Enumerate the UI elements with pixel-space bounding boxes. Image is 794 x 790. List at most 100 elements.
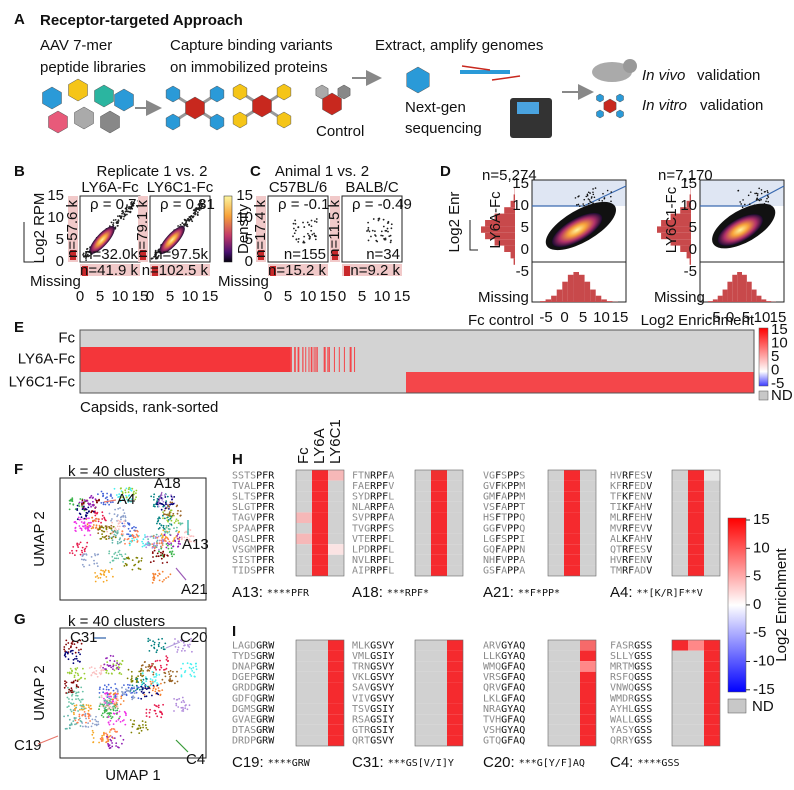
umap-point bbox=[65, 644, 67, 646]
point bbox=[367, 227, 369, 229]
umap-point bbox=[108, 708, 110, 710]
umap-point bbox=[181, 674, 183, 676]
umap-point bbox=[99, 696, 101, 698]
umap-point bbox=[153, 542, 155, 544]
point bbox=[575, 197, 577, 199]
heatmap-cell bbox=[580, 640, 596, 651]
umap-point bbox=[120, 703, 122, 705]
point bbox=[151, 257, 153, 259]
heatmap-cell bbox=[296, 523, 312, 534]
heatmap-cell bbox=[296, 725, 312, 736]
heatmap-cell bbox=[431, 725, 447, 736]
umap-point bbox=[100, 573, 102, 575]
umap-point bbox=[105, 576, 107, 578]
umap-point bbox=[124, 515, 126, 517]
heatmap-cell bbox=[580, 544, 596, 555]
heatmap-cell bbox=[312, 725, 328, 736]
point bbox=[588, 203, 590, 205]
point bbox=[737, 190, 739, 192]
umap-point bbox=[123, 684, 125, 686]
umap-point bbox=[168, 506, 170, 508]
heatmap-cell bbox=[688, 651, 704, 662]
umap-point bbox=[109, 712, 111, 714]
umap-point bbox=[78, 652, 80, 654]
umap-point bbox=[98, 723, 100, 725]
umap-point bbox=[122, 561, 124, 563]
umap-point bbox=[136, 539, 138, 541]
x-tick-label: 15 bbox=[394, 288, 411, 305]
umap-point bbox=[137, 531, 139, 533]
x-tick-label: 5 bbox=[96, 288, 104, 305]
heatmap-cell bbox=[672, 565, 688, 576]
peptide-sequence: MLRFEHV bbox=[610, 513, 652, 524]
umap-point bbox=[162, 679, 164, 681]
umap-point bbox=[74, 554, 76, 556]
umap-point bbox=[152, 582, 154, 584]
heatmap-cell bbox=[312, 555, 328, 566]
heatmap-cell bbox=[415, 704, 431, 715]
umap-point bbox=[85, 559, 87, 561]
umap-point bbox=[81, 559, 83, 561]
point bbox=[601, 200, 603, 202]
heatmap-cell bbox=[312, 651, 328, 662]
panel-letter: B bbox=[14, 163, 25, 180]
x-tick-label: 5 bbox=[358, 288, 366, 305]
umap-point bbox=[147, 666, 149, 668]
umap-point bbox=[117, 696, 119, 698]
heatmap-cell bbox=[447, 502, 463, 513]
point bbox=[767, 192, 769, 194]
umap-point bbox=[113, 553, 115, 555]
heatmap-cell bbox=[431, 682, 447, 693]
umap-point bbox=[84, 507, 86, 509]
umap-point bbox=[171, 496, 173, 498]
histogram-bar bbox=[737, 272, 742, 302]
umap-point bbox=[84, 678, 86, 680]
heatmap-cell bbox=[704, 491, 720, 502]
heatmap-cell bbox=[688, 534, 704, 545]
point bbox=[761, 189, 763, 191]
umap-point bbox=[117, 558, 119, 560]
point bbox=[754, 204, 756, 206]
umap-point bbox=[114, 509, 116, 511]
heatmap-cell bbox=[672, 544, 688, 555]
point bbox=[293, 223, 295, 225]
heatmap-stripe bbox=[298, 347, 299, 372]
peptide-sequence: TVHGFAQ bbox=[483, 715, 525, 726]
umap-point bbox=[128, 488, 130, 490]
umap-point bbox=[122, 509, 124, 511]
umap-point bbox=[67, 715, 69, 717]
umap-point bbox=[134, 530, 136, 532]
heatmap-cell bbox=[580, 512, 596, 523]
umap-point bbox=[144, 694, 146, 696]
umap-point bbox=[88, 704, 90, 706]
cluster-label: A18 bbox=[154, 475, 181, 492]
umap-point bbox=[77, 674, 79, 676]
heatmap-cell bbox=[447, 651, 463, 662]
umap-point bbox=[79, 525, 81, 527]
x-tick-label: -5 bbox=[539, 309, 552, 326]
residue: Q bbox=[519, 683, 525, 694]
umap-point bbox=[88, 713, 90, 715]
umap-point bbox=[164, 643, 166, 645]
heatmap-stripe bbox=[290, 347, 291, 372]
x-tick-label: 0 bbox=[560, 309, 568, 326]
peptide-sequence: QRTGSVY bbox=[352, 736, 394, 747]
umap-point bbox=[92, 732, 94, 734]
umap-point bbox=[177, 706, 179, 708]
point bbox=[767, 195, 769, 197]
umap-point bbox=[153, 547, 155, 549]
umap-point bbox=[96, 524, 98, 526]
umap-point bbox=[150, 561, 152, 563]
umap-point bbox=[110, 494, 112, 496]
umap-point bbox=[124, 691, 126, 693]
peptide-sequence: MRTMGSS bbox=[610, 662, 652, 673]
umap-point bbox=[109, 724, 111, 726]
residue: S bbox=[646, 672, 652, 683]
umap-point bbox=[138, 725, 140, 727]
umap-point bbox=[112, 737, 114, 739]
umap-point bbox=[116, 712, 118, 714]
umap-point bbox=[165, 577, 167, 579]
umap-point bbox=[158, 646, 160, 648]
point bbox=[592, 191, 594, 193]
heatmap-cell bbox=[296, 555, 312, 566]
